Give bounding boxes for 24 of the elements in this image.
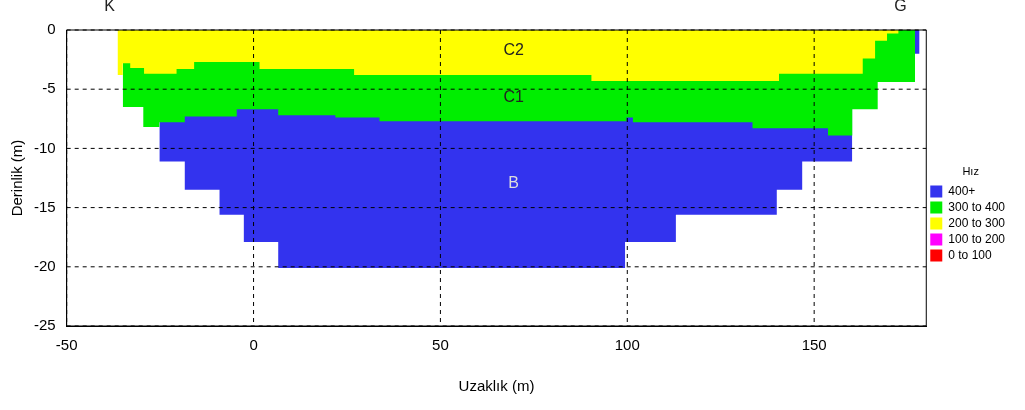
- text: K: [104, 0, 116, 14]
- legend-label: 100 to 200: [948, 231, 1006, 246]
- x-tick-label: -50: [55, 336, 78, 354]
- x-axis-title: Uzaklık (m): [458, 377, 535, 395]
- legend-label: 400+: [948, 183, 976, 198]
- x-tick-label: 50: [432, 336, 449, 354]
- y-tick-label: -5: [42, 79, 56, 97]
- x-tick-label: 150: [801, 336, 827, 354]
- annotation: B: [508, 174, 520, 192]
- y-tick-label: -25: [33, 316, 56, 334]
- legend-title: Hız: [962, 164, 979, 177]
- y-tick-label: 0: [47, 20, 56, 38]
- y-tick-label: -15: [33, 197, 56, 215]
- y-tick-label: -10: [33, 138, 56, 156]
- legend-label: 300 to 400: [948, 199, 1006, 214]
- annotation: C2: [503, 41, 524, 59]
- x-tick-label: 0: [249, 336, 258, 354]
- legend-label: 200 to 300: [948, 215, 1006, 230]
- text: G: [894, 0, 907, 14]
- annotation: C1: [503, 88, 524, 106]
- y-tick-label: -20: [33, 256, 56, 274]
- x-tick-label: 100: [614, 336, 640, 354]
- legend-label: 0 to 100: [948, 247, 992, 262]
- y-axis-title: Derinlik (m): [8, 139, 26, 217]
